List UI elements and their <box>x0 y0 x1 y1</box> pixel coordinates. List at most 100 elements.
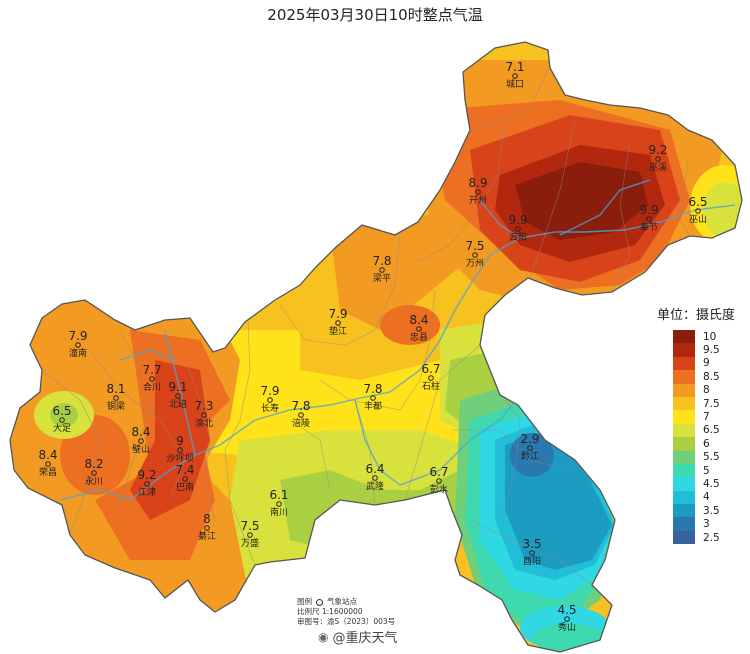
legend-swatch <box>673 477 695 491</box>
station-marker-icon <box>316 598 323 606</box>
station-temperature: 6.5 <box>52 404 71 418</box>
legend-swatch <box>673 330 695 344</box>
legend-row: 4 <box>673 490 720 505</box>
station-marker-icon <box>564 616 570 622</box>
station-name: 武隆 <box>366 480 384 492</box>
station: 2.9 黔江 <box>520 432 539 462</box>
station-name: 合川 <box>143 381 161 393</box>
station-marker-icon <box>515 226 521 232</box>
station-temperature: 8.9 <box>468 176 487 190</box>
station-temperature: 7.9 <box>68 329 87 343</box>
station-marker-icon <box>529 550 535 556</box>
legend-swatch <box>673 396 695 411</box>
temperature-band <box>380 305 440 345</box>
station: 9.2 巫溪 <box>648 143 667 173</box>
station-temperature: 8.4 <box>131 425 150 439</box>
station-marker-icon <box>177 447 183 453</box>
station: 8.9 开州 <box>468 176 487 206</box>
station: 7.5 万盛 <box>240 519 259 549</box>
legend-label: 4.5 <box>703 477 720 490</box>
station-temperature: 6.4 <box>365 462 384 476</box>
station-temperature: 9.2 <box>137 468 156 482</box>
legend-label: 8.5 <box>703 370 720 383</box>
station-marker-icon <box>276 501 282 507</box>
legend-label: 3 <box>703 518 710 531</box>
station-marker-icon <box>144 481 150 487</box>
legend-row: 6.5 <box>673 423 720 438</box>
station-name: 奉节 <box>640 221 658 233</box>
station: 8.1 铜梁 <box>106 382 125 412</box>
legend-swatch <box>673 490 695 505</box>
station: 7.9 垫江 <box>328 307 347 337</box>
station-name: 彭水 <box>430 483 448 495</box>
station-marker-icon <box>475 189 481 195</box>
station-marker-icon <box>138 438 144 444</box>
station-name: 忠县 <box>410 332 428 343</box>
station-temperature: 7.9 <box>260 384 279 398</box>
station-marker-icon <box>512 73 518 79</box>
station: 8.4 璧山 <box>131 425 150 455</box>
legend-swatch <box>673 463 695 478</box>
station-name: 云阳 <box>509 232 527 243</box>
temperature-band <box>515 162 648 240</box>
legend-label: 6 <box>703 437 710 450</box>
station-temperature: 6.1 <box>269 488 288 502</box>
station-name: 潼南 <box>69 347 87 359</box>
legend-label: 7.5 <box>703 397 720 410</box>
station: 6.5 大足 <box>52 404 71 434</box>
station: 8.2 永川 <box>84 457 103 487</box>
station-temperature: 8.1 <box>106 382 125 396</box>
station-temperature: 7.8 <box>363 382 382 396</box>
station-temperature: 4.5 <box>557 603 576 617</box>
watermark: ◉ @重庆天气 <box>318 627 398 647</box>
station-name: 长寿 <box>261 402 279 414</box>
station-name: 北碚 <box>169 398 187 410</box>
station-name: 丰都 <box>364 400 382 412</box>
station: 7.8 丰都 <box>363 382 382 412</box>
legend-row: 4.5 <box>673 477 720 491</box>
scale-text: 比例尺 1:1600000 <box>297 607 363 616</box>
legend-swatch <box>673 504 695 518</box>
station-temperature: 3.5 <box>522 537 541 551</box>
station-marker-icon <box>655 156 661 162</box>
legend-row: 5.5 <box>673 450 720 464</box>
station-temperature: 9.9 <box>639 203 658 217</box>
station: 7.8 涪陵 <box>291 399 310 429</box>
station-marker-icon <box>527 445 533 451</box>
station: 3.5 酉阳 <box>522 537 541 567</box>
station-name: 酉阳 <box>523 556 541 567</box>
station-marker-icon <box>182 476 188 482</box>
legend-label: 6.5 <box>703 424 720 437</box>
map-title: 2025年03月30日10时整点气温 <box>267 6 483 24</box>
station-temperature: 9.9 <box>508 213 527 227</box>
station-name: 巫山 <box>689 214 707 225</box>
station-name: 万州 <box>466 258 484 269</box>
station-marker-icon <box>335 320 341 326</box>
legend-swatch <box>673 356 695 371</box>
station-temperature: 2.9 <box>520 432 539 446</box>
station-name: 江津 <box>138 487 156 498</box>
station: 9.9 云阳 <box>508 213 527 243</box>
station-marker-icon <box>149 376 155 382</box>
station-marker-icon <box>267 397 273 403</box>
station-name: 永川 <box>85 475 103 487</box>
station-temperature: 8.4 <box>38 448 57 462</box>
legend-row: 3.5 <box>673 504 720 518</box>
watermark-text: @重庆天气 <box>332 631 398 646</box>
temperature-band <box>230 430 480 600</box>
station: 7.9 潼南 <box>68 329 87 359</box>
map-info: 图例 气象站点 比例尺 1:1600000 审图号：渝S（2023）003号 <box>297 597 395 627</box>
legend-label: 8 <box>703 384 710 397</box>
station-marker-icon <box>416 326 422 332</box>
legend-title: 单位：摄氏度 <box>657 308 736 323</box>
station-temperature: 8 <box>203 512 211 526</box>
station-temperature: 6.5 <box>688 195 707 209</box>
weibo-icon: ◉ <box>318 629 329 644</box>
station-marker-icon <box>204 525 210 531</box>
legend-swatch <box>673 410 695 424</box>
legend-row: 7.5 <box>673 396 720 411</box>
station: 7.1 城口 <box>505 60 524 90</box>
temperature-band <box>130 360 210 520</box>
station-marker-icon <box>695 208 701 214</box>
